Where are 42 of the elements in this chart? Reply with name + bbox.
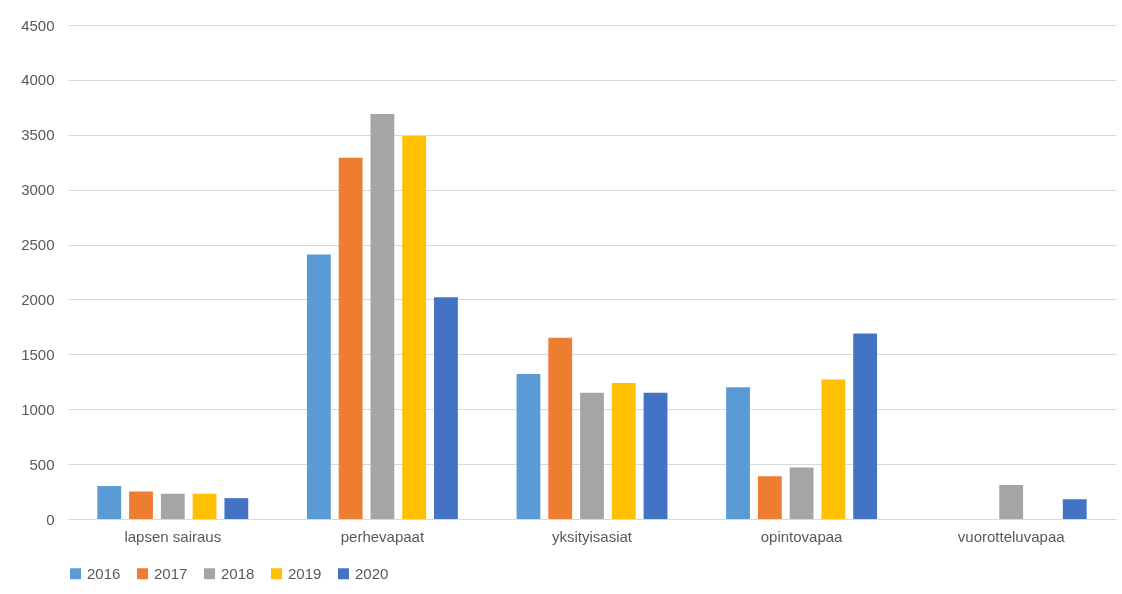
- bar: [97, 486, 122, 519]
- legend-label: 2019: [288, 564, 322, 582]
- x-tick-label: yksityisasiat: [551, 527, 633, 545]
- legend-label: 2016: [87, 564, 121, 582]
- bar: [580, 392, 604, 519]
- y-tick-label: 3500: [21, 126, 55, 144]
- bar: [402, 135, 427, 519]
- bar: [516, 374, 541, 519]
- bar: [434, 297, 458, 519]
- bar: [192, 493, 217, 519]
- bar: [338, 157, 363, 519]
- y-tick-label: 0: [46, 510, 55, 528]
- legend-label: 2017: [154, 564, 188, 582]
- y-tick-label: 1000: [21, 400, 55, 418]
- x-tick-label: perhevapaat: [340, 527, 425, 545]
- bar: [370, 113, 395, 519]
- y-tick-label: 2000: [21, 290, 55, 308]
- bar: [224, 498, 249, 519]
- bar: [1062, 499, 1087, 519]
- y-tick-label: 4000: [21, 71, 55, 89]
- y-tick-label: 3000: [21, 181, 55, 199]
- x-tick-label: lapsen sairaus: [124, 527, 222, 545]
- bar: [611, 382, 636, 519]
- y-tick-label: 1500: [21, 345, 55, 363]
- bar: [757, 476, 782, 519]
- bar: [129, 491, 153, 519]
- bar: [821, 379, 846, 519]
- x-tick-label: vuorotteluvapaa: [957, 527, 1066, 545]
- bar: [548, 337, 573, 519]
- bar: [643, 392, 668, 519]
- bar: [853, 333, 878, 519]
- x-tick-label: opintovapaa: [760, 527, 844, 545]
- legend-label: 2018: [221, 564, 255, 582]
- y-tick-label: 4500: [21, 16, 55, 34]
- bar: [306, 254, 331, 519]
- bar: [160, 493, 185, 519]
- bar: [726, 387, 750, 519]
- y-tick-label: 2500: [21, 236, 55, 254]
- bar: [789, 467, 814, 519]
- y-tick-label: 500: [29, 455, 55, 473]
- bar: [999, 484, 1024, 519]
- legend-label: 2020: [355, 564, 389, 582]
